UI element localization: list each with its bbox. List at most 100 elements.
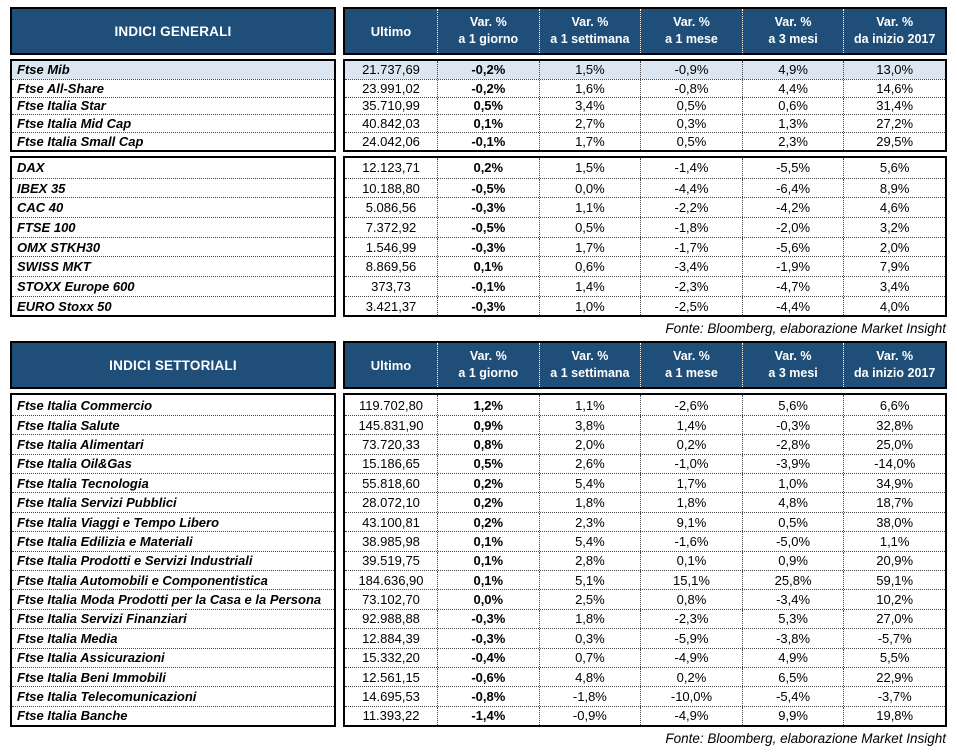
var-value-cell: -3,4% — [741, 590, 844, 609]
index-values-row: 119.702,80 1,2% 1,1% -2,6% 5,6% 6,6% — [345, 395, 945, 415]
var-value-cell: -1,4% — [640, 157, 742, 178]
index-values-row: 73.720,33 0,8% 2,0% 0,2% -2,8% 25,0% — [345, 434, 945, 454]
table1-title: INDICI GENERALI — [114, 23, 232, 39]
var-value-cell: 31,4% — [843, 97, 945, 115]
var-value-cell: 3,8% — [538, 415, 641, 435]
col-header-ultimo-label: Ultimo — [370, 357, 412, 373]
index-values-row: 10.188,80 -0,5% 0,0% -4,4% -6,4% 8,9% — [345, 177, 945, 198]
table2-header-band: INDICI SETTORIALI Ultimo Var. % a 1 gior… — [10, 341, 947, 390]
var-value-cell: -0,2% — [437, 79, 539, 97]
var-value-cell: 5,1% — [538, 571, 641, 590]
var-value-cell: 2,6% — [538, 454, 641, 474]
var-value-cell: -0,3% — [437, 237, 539, 257]
var-value-cell: 19,8% — [843, 706, 945, 726]
var-value-cell: -0,5% — [437, 218, 539, 237]
var-value-cell: -0,1% — [437, 277, 539, 296]
var-value-cell: -2,5% — [640, 296, 742, 316]
ultimo-value-cell: 15.186,65 — [362, 456, 420, 472]
var-value-cell: -14,0% — [843, 454, 945, 474]
var-value-cell: 38,0% — [843, 512, 945, 532]
var-value-cell: 4,9% — [741, 61, 844, 79]
index-values-row: 23.991,02 -0,2% 1,6% -0,8% 4,4% 14,6% — [345, 78, 945, 97]
var-value-cell: -5,5% — [741, 157, 844, 178]
var-value-cell: 6,5% — [741, 667, 844, 687]
var-value-cell: -2,2% — [640, 198, 742, 218]
index-values-block: 12.123,71 0,2% 1,5% -1,4% -5,5% 5,6% 10.188,80… — [343, 155, 947, 318]
ultimo-value-cell: 38.985,98 — [362, 533, 420, 549]
var-value-cell: -4,9% — [640, 706, 742, 726]
var-value-cell: 1,0% — [538, 296, 641, 316]
var-value-cell: 10,2% — [843, 590, 945, 609]
var-value-cell: -1,9% — [741, 257, 844, 277]
var-value-cell: 4,6% — [843, 198, 945, 218]
var-value-cell: 0,1% — [437, 532, 539, 551]
var-value-cell: 6,6% — [843, 395, 945, 415]
var-value-cell: 0,2% — [437, 157, 539, 178]
var-value-cell: 0,0% — [437, 590, 539, 609]
ultimo-value-cell: 73.102,70 — [362, 592, 420, 608]
var-value-cell: 2,3% — [741, 133, 844, 150]
ultimo-value-cell: 15.332,20 — [362, 650, 420, 666]
index-values-row: 21.737,69 -0,2% 1,5% -0,9% 4,9% 13,0% — [345, 61, 945, 79]
var-value-cell: 29,5% — [843, 133, 945, 150]
var-value-cell: 4,8% — [538, 667, 641, 687]
var-value-cell: 0,2% — [437, 512, 539, 532]
index-name-cell: Ftse Italia Tecnologia — [12, 473, 334, 492]
var-value-cell: 1,2% — [437, 395, 539, 415]
index-values-row: 12.884,39 -0,3% 0,3% -5,9% -3,8% -5,7% — [345, 628, 945, 648]
ultimo-value-cell: 55.818,60 — [362, 475, 420, 491]
var-value-cell: -1,8% — [640, 218, 742, 237]
var-value-cell: -0,1% — [437, 133, 539, 150]
var-value-cell: -5,9% — [640, 629, 742, 648]
var-value-cell: 0,7% — [538, 648, 641, 667]
var-value-cell: 1,3% — [741, 115, 844, 133]
table2-column-headers: Ultimo Var. % a 1 giorno Var. % a 1 sett… — [343, 341, 947, 390]
ultimo-value-cell: 43.100,81 — [362, 514, 420, 530]
index-labels-block: Ftse Mib Ftse All-Share Ftse Italia Star Ft… — [10, 59, 336, 152]
ultimo-value-cell: 3.421,37 — [365, 298, 417, 314]
ultimo-value-cell: 11.393,22 — [362, 708, 420, 724]
index-values-row: 15.332,20 -0,4% 0,7% -4,9% 4,9% 5,5% — [345, 647, 945, 667]
var-value-cell: -4,4% — [640, 178, 742, 198]
var-value-cell: 20,9% — [843, 551, 945, 570]
index-name-cell: Ftse Italia Small Cap — [12, 132, 334, 150]
ultimo-value-cell: 373,73 — [371, 278, 411, 294]
var-value-cell: 0,1% — [437, 551, 539, 570]
index-values-block: 21.737,69 -0,2% 1,5% -0,9% 4,9% 13,0% 23.991,0… — [343, 59, 947, 152]
index-values-row: 8.869,56 0,1% 0,6% -3,4% -1,9% 7,9% — [345, 256, 945, 277]
table1-header-band: INDICI GENERALI Ultimo Var. % a 1 giorno… — [10, 7, 947, 55]
var-value-cell: 34,9% — [843, 474, 945, 493]
var-value-cell: -0,9% — [538, 706, 641, 726]
ultimo-value-cell: 23.991,02 — [362, 80, 420, 96]
index-values-row: 92.988,88 -0,3% 1,8% -2,3% 5,3% 27,0% — [345, 608, 945, 629]
var-value-cell: -0,3% — [741, 415, 844, 435]
index-name-cell: OMX STKH30 — [12, 236, 334, 257]
ultimo-value-cell: 1.546,99 — [365, 239, 417, 255]
ultimo-value-cell: 12.123,71 — [362, 160, 420, 176]
var-value-cell: 0,5% — [437, 97, 539, 115]
var-value-cell: 1,7% — [538, 133, 641, 150]
var-value-cell: 4,9% — [741, 648, 844, 667]
table1-section-ftse-italia: Ftse Mib Ftse All-Share Ftse Italia Star Ft… — [10, 59, 947, 152]
var-value-cell: 1,5% — [538, 61, 641, 79]
var-value-cell: 22,9% — [843, 667, 945, 687]
var-value-cell: -0,3% — [437, 609, 539, 629]
index-values-row: 40.842,03 0,1% 2,7% 0,3% 1,3% 27,2% — [345, 114, 945, 133]
var-value-cell: 5,5% — [843, 648, 945, 667]
index-name-cell: Ftse Italia Banche — [12, 705, 334, 725]
var-value-cell: -3,9% — [741, 454, 844, 474]
var-value-cell: -4,2% — [741, 198, 844, 218]
index-name-cell: Ftse Italia Commercio — [17, 397, 153, 413]
index-name-cell: Ftse Italia Servizi Pubblici — [12, 492, 334, 511]
var-value-cell: -2,8% — [741, 435, 844, 454]
var-value-cell: 13,0% — [843, 61, 945, 79]
var-value-cell: 0,1% — [640, 551, 742, 570]
var-value-cell: -6,4% — [741, 178, 844, 198]
ultimo-value-cell: 39.519,75 — [362, 553, 420, 569]
index-name-cell: STOXX Europe 600 — [12, 276, 334, 296]
var-value-cell: 0,5% — [741, 512, 844, 532]
var-value-cell: -1,6% — [640, 532, 742, 551]
var-value-cell: 1,8% — [538, 493, 641, 512]
index-values-row: 5.086,56 -0,3% 1,1% -2,2% -4,2% 4,6% — [345, 197, 945, 218]
